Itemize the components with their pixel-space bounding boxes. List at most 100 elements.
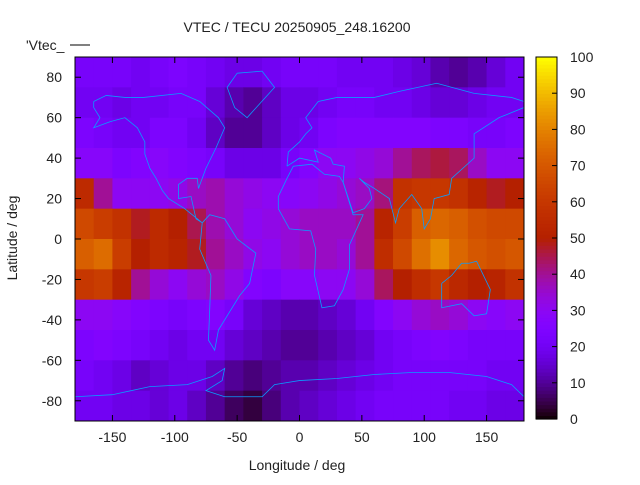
heatmap-cell xyxy=(187,178,207,210)
colorbar-segment xyxy=(536,212,557,217)
heatmap-cell xyxy=(299,148,319,179)
colorbar-segment xyxy=(536,339,557,344)
colorbar-segment xyxy=(536,259,557,264)
heatmap-cell xyxy=(75,178,95,210)
colorbar-segment xyxy=(536,324,557,330)
heatmap-cell xyxy=(467,57,488,88)
heatmap-cell xyxy=(149,117,170,149)
heatmap-cell xyxy=(336,117,357,149)
heatmap-cell xyxy=(131,239,151,270)
heatmap-cell xyxy=(205,269,226,301)
colorbar-segment xyxy=(536,227,557,232)
heatmap-cell xyxy=(374,87,394,119)
colorbar-segment xyxy=(536,404,557,409)
colorbar-segment xyxy=(536,321,557,326)
heatmap-cell xyxy=(299,299,319,331)
heatmap-cell xyxy=(112,87,132,119)
heatmap-cell xyxy=(299,360,319,392)
colorbar-tick-label: 40 xyxy=(570,266,586,282)
colorbar-segment xyxy=(536,292,557,297)
legend-entry: 'Vtec_ xyxy=(26,37,65,53)
heatmap-cell xyxy=(505,87,525,119)
colorbar-segment xyxy=(536,256,557,261)
heatmap-cell xyxy=(467,239,488,270)
heatmap-cell xyxy=(374,57,394,88)
heatmap-cell xyxy=(280,360,300,392)
colorbar-tick-label: 60 xyxy=(570,194,586,210)
colorbar-segment xyxy=(536,415,557,420)
heatmap-cell xyxy=(486,239,506,270)
heatmap-cell xyxy=(168,269,188,301)
y-tick-label: -60 xyxy=(42,352,62,368)
heatmap-cell xyxy=(318,269,338,301)
x-tick-label: 150 xyxy=(475,429,499,445)
heatmap-cell xyxy=(411,390,431,422)
heatmap-cell xyxy=(430,390,450,422)
heatmap-cell xyxy=(430,330,450,361)
heatmap-cell xyxy=(467,269,488,301)
colorbar-segment xyxy=(536,408,557,413)
heatmap-cell xyxy=(505,239,525,270)
heatmap-cell xyxy=(411,117,431,149)
heatmap-cell xyxy=(430,178,450,210)
heatmap-cell xyxy=(299,269,319,301)
heatmap-cell xyxy=(411,239,431,270)
colorbar-segment xyxy=(536,335,557,340)
heatmap-cell xyxy=(168,57,188,88)
heatmap-cell xyxy=(112,117,132,149)
heatmap-cell xyxy=(243,57,263,88)
coast-greenland xyxy=(227,71,274,118)
colorbar-segment xyxy=(536,382,557,388)
heatmap-cell xyxy=(355,239,375,270)
heatmap-cell xyxy=(205,208,226,240)
heatmap-cell xyxy=(355,299,375,331)
heatmap-cell xyxy=(280,390,300,422)
heatmap-cell xyxy=(486,57,506,88)
heatmap-cell xyxy=(112,208,132,240)
colorbar-segment xyxy=(536,223,557,228)
colorbar-segment xyxy=(536,368,557,373)
heatmap-cell xyxy=(93,330,113,361)
colorbar-segment xyxy=(536,314,557,319)
heatmap-cell xyxy=(75,239,95,270)
heatmap-cell xyxy=(355,117,375,149)
chart-title: VTEC / TECU 20250905_248.16200 xyxy=(183,19,410,35)
heatmap-cell xyxy=(355,148,375,179)
heatmap-cell xyxy=(168,208,188,240)
colorbar-segment xyxy=(536,140,557,145)
colorbar-segment xyxy=(536,375,557,380)
colorbar-segment xyxy=(536,100,557,105)
heatmap-cell xyxy=(168,390,188,422)
heatmap-cell xyxy=(93,57,113,88)
heatmap-cell xyxy=(411,208,431,240)
heatmap-cell xyxy=(318,360,338,392)
heatmap-cell xyxy=(149,57,170,88)
heatmap-cell xyxy=(393,57,413,88)
heatmap-cell xyxy=(187,117,207,149)
heatmap-cell xyxy=(187,269,207,301)
colorbar-segment xyxy=(536,332,557,337)
heatmap-cell xyxy=(205,360,226,392)
heatmap-cell xyxy=(243,360,263,392)
heatmap-cell xyxy=(187,390,207,422)
colorbar-segment xyxy=(536,400,557,406)
colorbar-segment xyxy=(536,169,557,174)
heatmap-cell xyxy=(112,360,132,392)
heatmap-cell xyxy=(336,299,357,331)
heatmap-cell xyxy=(205,239,226,270)
colorbar-segment xyxy=(536,245,557,250)
heatmap-cell xyxy=(467,87,488,119)
colorbar-segment xyxy=(536,390,557,395)
heatmap-cell xyxy=(224,178,244,210)
colorbar-segment xyxy=(536,93,557,98)
colorbar-segment xyxy=(536,67,557,73)
heatmap-cell xyxy=(299,117,319,149)
heatmap-cell xyxy=(243,269,263,301)
heatmap-cell xyxy=(75,330,95,361)
colorbar-segment xyxy=(536,75,557,80)
heatmap-cell xyxy=(374,148,394,179)
heatmap-cell xyxy=(224,57,244,88)
heatmap-cell xyxy=(75,148,95,179)
heatmap-cell xyxy=(262,57,282,88)
colorbar-segment xyxy=(536,216,557,221)
